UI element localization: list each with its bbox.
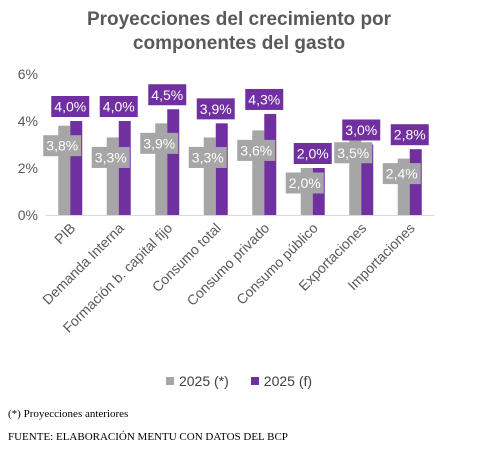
data-label-2025-prev: 3,8% (46, 138, 78, 154)
legend-swatch-purple (250, 377, 259, 385)
data-label-box-2025-prev (91, 146, 130, 168)
data-label-2025-prev: 3,3% (192, 149, 224, 165)
footnote: (*) Proyecciones anteriores (8, 408, 129, 420)
data-label-box-2025-f (99, 96, 138, 117)
legend-item-2025-f: 2025 (f) (250, 373, 313, 389)
data-label-box-2025-prev (43, 135, 82, 157)
legend-label-2025-f: 2025 (f) (263, 373, 313, 389)
data-label-box-2025-prev (382, 163, 421, 185)
category-label: PIB (51, 220, 78, 247)
bar-2025-f (215, 123, 228, 215)
legend-item-2025-prev: 2025 (*) (165, 373, 229, 389)
y-tick-label: 6% (18, 66, 38, 82)
chart-title-line-1: Proyecciones del crecimiento por (86, 9, 392, 30)
chart-title-line-2: componentes del gasto (132, 33, 346, 54)
data-label-2025-f: 3,0% (345, 122, 377, 138)
bar-2025-f (118, 121, 131, 215)
chart-title: Proyecciones del crecimiento por compone… (0, 8, 478, 56)
source-note: FUENTE: ELABORACIÓN MENTU CON DATOS DEL … (8, 431, 288, 443)
legend-swatch-gray (165, 377, 174, 385)
data-label-box-2025-f (245, 88, 284, 110)
data-label-box-2025-f (342, 119, 381, 141)
data-label-2025-prev: 3,6% (240, 142, 272, 158)
data-label-box-2025-prev (334, 142, 373, 164)
data-label-2025-f: 3,9% (200, 101, 232, 117)
data-label-box-2025-prev (237, 139, 276, 161)
y-tick-label: 4% (18, 113, 38, 129)
data-label-2025-prev: 2,0% (289, 175, 321, 191)
data-label-box-2025-f (148, 84, 187, 106)
data-label-2025-prev: 2,4% (386, 166, 418, 182)
data-label-2025-f: 4,3% (248, 91, 280, 107)
data-label-2025-f: 2,8% (394, 127, 426, 143)
data-label-box-2025-prev (140, 132, 179, 154)
data-label-2025-prev: 3,3% (95, 149, 127, 165)
data-label-2025-f: 4,0% (103, 99, 135, 115)
data-label-box-2025-f (293, 143, 332, 164)
category-label: Consumo privado (183, 220, 272, 309)
bar-2025-f (167, 109, 180, 215)
data-label-box-2025-prev (188, 146, 227, 168)
data-label-2025-prev: 3,5% (337, 145, 369, 161)
data-label-2025-f: 4,0% (54, 99, 86, 115)
data-label-box-2025-f (196, 98, 235, 120)
category-label: Consumo público (233, 220, 321, 308)
legend-label-2025-prev: 2025 (*) (178, 373, 229, 389)
y-tick-label: 0% (18, 207, 38, 223)
category-label: Demanda Interna (39, 220, 127, 308)
bar-2025-f (70, 121, 83, 215)
data-label-2025-f: 4,5% (151, 87, 183, 103)
data-label-2025-prev: 3,9% (143, 135, 175, 151)
bar-2025-f (264, 113, 277, 215)
data-label-box-2025-prev (285, 172, 324, 194)
data-label-2025-f: 2,0% (297, 146, 329, 162)
bar-chart: 0% 2% 4% 6% 4,0% 3,8% PIB 4,0% 3,3% Demanda Inter… (18, 66, 434, 336)
data-label-box-2025-f (51, 96, 90, 117)
legend: 2025 (*) 2025 (f) (0, 373, 478, 389)
y-tick-label: 2% (18, 160, 38, 176)
data-label-box-2025-f (390, 124, 429, 146)
